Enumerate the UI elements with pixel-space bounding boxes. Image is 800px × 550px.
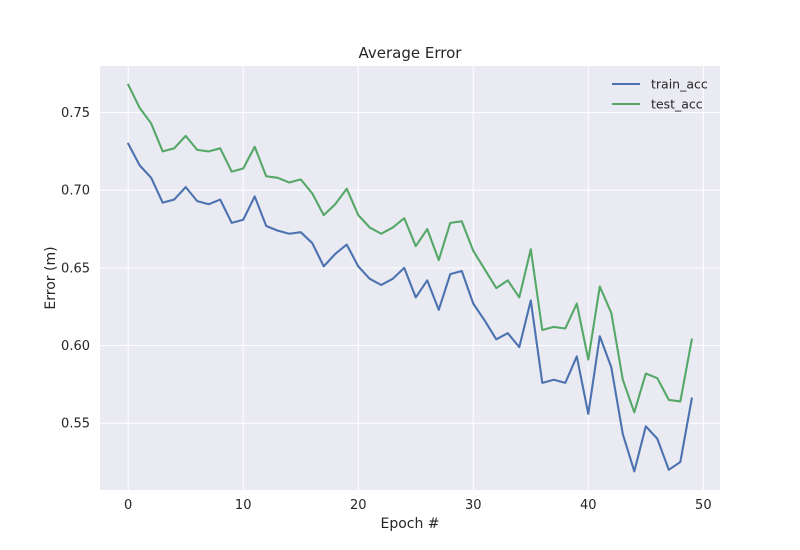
x-tick-labels: 0 10 20 30 40 50 bbox=[124, 498, 712, 513]
x-axis-label: Epoch # bbox=[380, 516, 439, 532]
x-tick-label: 30 bbox=[465, 498, 482, 513]
chart-title: Average Error bbox=[359, 44, 463, 62]
y-tick-label: 0.75 bbox=[61, 106, 90, 121]
legend-label-test: test_acc bbox=[651, 97, 703, 112]
legend: train_acc test_acc bbox=[612, 77, 708, 112]
x-tick-label: 50 bbox=[695, 498, 712, 513]
plot-area bbox=[100, 66, 720, 490]
y-axis-label: Error (m) bbox=[43, 246, 59, 309]
series-line-1 bbox=[127, 83, 693, 414]
y-tick-labels: 0.55 0.60 0.65 0.70 0.75 bbox=[61, 106, 90, 432]
legend-label-train: train_acc bbox=[651, 77, 708, 92]
y-tick-label: 0.70 bbox=[61, 184, 90, 199]
y-tick-label: 0.60 bbox=[61, 339, 90, 354]
x-tick-label: 20 bbox=[350, 498, 367, 513]
y-tick-label: 0.65 bbox=[61, 261, 90, 276]
series-lines bbox=[127, 83, 693, 473]
x-tick-label: 10 bbox=[235, 498, 252, 513]
series-line-0 bbox=[127, 142, 693, 473]
y-tick-label: 0.55 bbox=[61, 417, 90, 432]
x-tick-label: 40 bbox=[580, 498, 597, 513]
x-tick-label: 0 bbox=[124, 498, 132, 513]
grid-lines bbox=[100, 66, 720, 490]
